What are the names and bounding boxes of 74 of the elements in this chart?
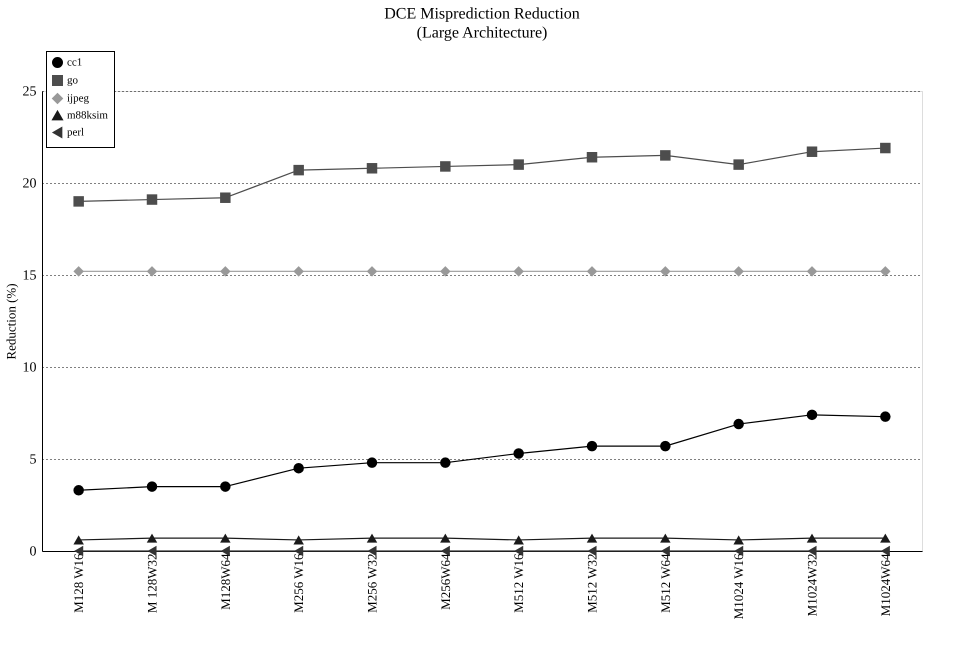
x-tick-label: M1024W32 xyxy=(804,554,820,616)
point xyxy=(513,448,524,459)
point xyxy=(440,457,451,468)
chart-subtitle: (Large Architecture) xyxy=(416,24,548,42)
point xyxy=(440,161,451,172)
legend-label: m88ksim xyxy=(67,110,108,122)
point xyxy=(220,534,231,543)
point xyxy=(146,194,158,205)
x-tick-label: M512 W16 xyxy=(511,553,526,613)
point xyxy=(513,535,524,544)
point xyxy=(293,164,304,176)
x-tick-label: M256W64 xyxy=(438,553,453,610)
point xyxy=(366,457,378,468)
point xyxy=(513,266,524,277)
point xyxy=(220,192,231,203)
point xyxy=(806,534,818,543)
legend-label: perl xyxy=(67,126,84,138)
chart-title: DCE Misprediction Reduction xyxy=(384,6,580,22)
point xyxy=(586,152,598,162)
y-tick-label: 10 xyxy=(22,360,36,376)
point xyxy=(146,534,158,543)
x-tick-label: M128W64 xyxy=(218,553,233,610)
point xyxy=(586,266,598,277)
point xyxy=(73,485,84,496)
point xyxy=(293,535,304,544)
legend-label: go xyxy=(67,74,78,86)
point xyxy=(806,146,818,157)
legend-label: ijpeg xyxy=(67,92,90,104)
point xyxy=(146,266,158,277)
x-tick-label: M 128W32 xyxy=(144,554,160,614)
point xyxy=(733,418,744,430)
point xyxy=(586,534,598,543)
point xyxy=(880,534,891,543)
x-tick-label: M512 W64 xyxy=(658,553,673,613)
point xyxy=(806,266,818,277)
y-tick-label: 15 xyxy=(22,268,36,284)
point xyxy=(733,159,744,170)
point xyxy=(660,534,671,543)
y-tick-label: 25 xyxy=(22,84,36,100)
point xyxy=(220,266,231,277)
point xyxy=(366,534,378,543)
point xyxy=(513,159,524,170)
point xyxy=(733,266,744,277)
point xyxy=(440,266,451,277)
point xyxy=(660,440,671,452)
point xyxy=(73,266,84,277)
x-tick-label: M512 W32 xyxy=(584,554,600,613)
y-tick-label: 0 xyxy=(30,544,36,560)
point xyxy=(440,534,451,543)
point xyxy=(220,481,231,492)
point xyxy=(293,266,304,277)
x-tick-label: M256 W32 xyxy=(364,554,380,613)
point xyxy=(366,266,378,277)
point xyxy=(366,163,378,174)
y-tick-label: 5 xyxy=(30,452,36,468)
point xyxy=(146,481,158,492)
x-tick-label: M128 W16 xyxy=(71,553,86,613)
point xyxy=(660,266,671,277)
point xyxy=(733,535,744,544)
point xyxy=(880,266,891,277)
y-axis-title: Reduction (%) xyxy=(4,283,18,360)
legend-label: cc1 xyxy=(67,56,82,68)
point xyxy=(73,196,84,207)
point xyxy=(880,142,891,154)
y-tick-label: 20 xyxy=(22,176,36,192)
x-tick-label: M1024W64 xyxy=(878,553,893,616)
point xyxy=(660,150,671,161)
x-tick-label: M256 W16 xyxy=(291,553,306,613)
point xyxy=(586,440,598,452)
point xyxy=(73,535,84,544)
point xyxy=(880,411,891,422)
point xyxy=(293,462,304,474)
point xyxy=(806,410,818,420)
x-tick-label: M1024 W16 xyxy=(731,553,746,620)
